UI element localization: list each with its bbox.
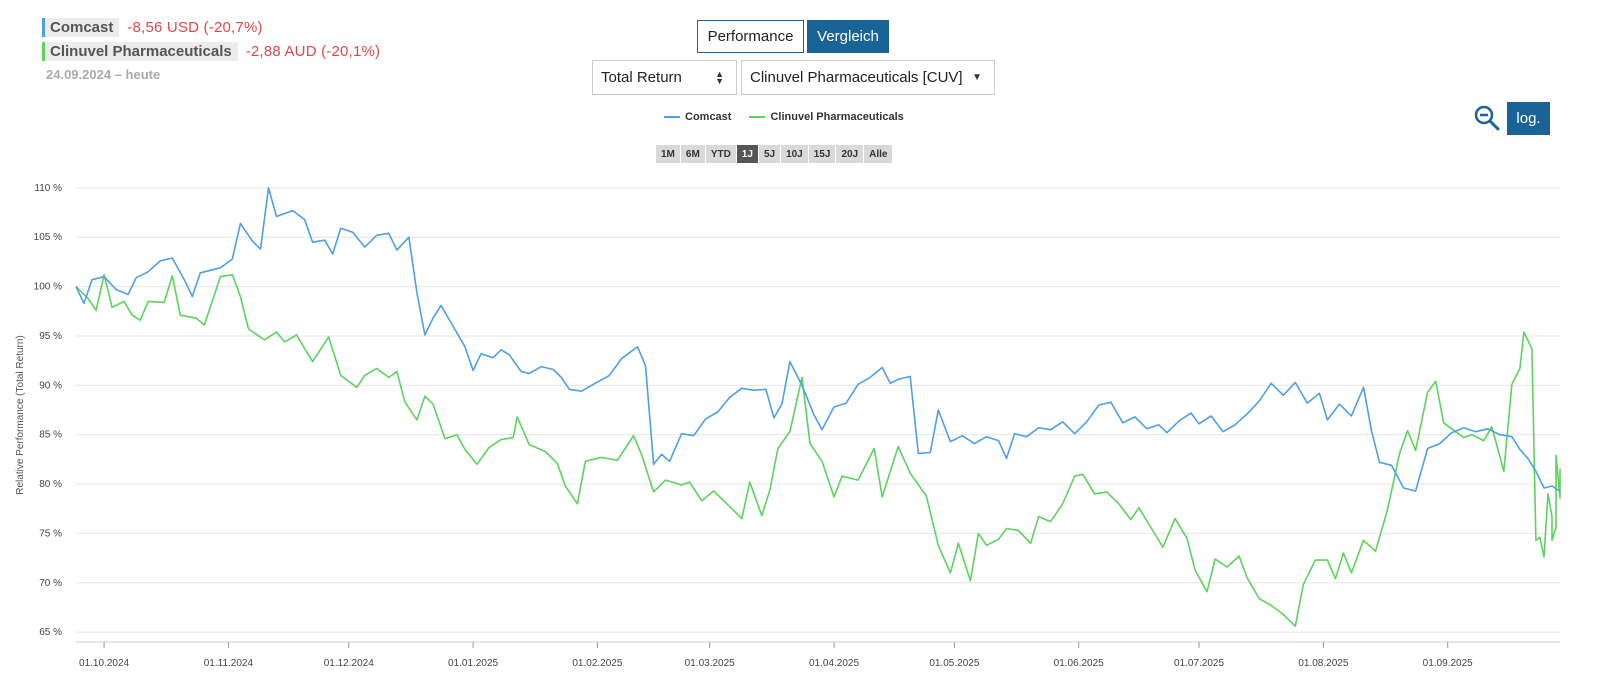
summary-name-comcast: Comcast: [42, 18, 120, 37]
x-tick-label: 01.12.2024: [324, 658, 374, 669]
summary-row-clinuvel: Clinuvel Pharmaceuticals -2,88 AUD (-20,…: [42, 40, 380, 63]
x-tick-label: 01.04.2025: [809, 658, 859, 669]
y-tick-label: 100 %: [34, 282, 62, 293]
period-label: 24.09.2024 – heute: [46, 67, 161, 82]
return-type-value: Total Return: [601, 69, 682, 86]
range-button-1j[interactable]: 1J: [736, 145, 758, 163]
y-tick-label: 65 %: [39, 627, 62, 638]
y-tick-label: 110 %: [34, 183, 62, 194]
x-tick-label: 01.07.2025: [1174, 658, 1224, 669]
range-button-10j[interactable]: 10J: [781, 145, 808, 163]
y-tick-label: 85 %: [39, 430, 62, 441]
updown-caret-icon: ▲ ▼: [715, 68, 724, 86]
y-tick-label: 90 %: [39, 380, 62, 391]
y-tick-label: 75 %: [39, 528, 62, 539]
vergleich-button[interactable]: Vergleich: [807, 20, 889, 53]
return-type-select[interactable]: Total Return ▲ ▼: [592, 60, 737, 95]
series-line-clinuvel: [75, 273, 1561, 627]
y-tick-label: 95 %: [39, 331, 62, 342]
x-tick-label: 01.11.2024: [204, 658, 254, 669]
legend-label-clinuvel: Clinuvel Pharmaceuticals: [770, 111, 904, 123]
log-scale-button[interactable]: log.: [1507, 102, 1550, 135]
range-button-20j[interactable]: 20J: [836, 145, 864, 163]
y-tick-label: 70 %: [39, 578, 62, 589]
compare-value: Clinuvel Pharmaceuticals [CUV]: [750, 69, 963, 86]
compare-select[interactable]: Clinuvel Pharmaceuticals [CUV] ▼: [741, 60, 995, 95]
series-line-comcast: [75, 187, 1561, 492]
summary-change-clinuvel: -2,88 AUD (-20,1%): [245, 43, 381, 60]
summary-name-clinuvel: Clinuvel Pharmaceuticals: [42, 42, 238, 61]
x-tick-label: 01.02.2025: [572, 658, 622, 669]
x-tick-label: 01.03.2025: [685, 658, 735, 669]
range-button-ytd[interactable]: YTD: [705, 145, 736, 163]
y-axis-title: Relative Performance (Total Return): [15, 335, 26, 495]
view-toggle: Performance Vergleich: [697, 20, 889, 53]
x-tick-label: 01.10.2024: [79, 658, 129, 669]
series-legend: Comcast Clinuvel Pharmaceuticals: [664, 111, 904, 123]
range-button-5j[interactable]: 5J: [758, 145, 781, 163]
x-tick-label: 01.05.2025: [929, 658, 979, 669]
x-tick-label: 01.09.2025: [1423, 658, 1473, 669]
x-tick-label: 01.06.2025: [1054, 658, 1104, 669]
y-tick-label: 80 %: [39, 479, 62, 490]
time-range-selector: 1M 6M YTD 1J 5J 10J 15J 20J Alle: [656, 145, 893, 163]
performance-summary: Comcast -8,56 USD (-20,7%) Clinuvel Phar…: [42, 16, 380, 82]
range-button-15j[interactable]: 15J: [808, 145, 836, 163]
range-button-alle[interactable]: Alle: [864, 145, 893, 163]
legend-swatch-comcast: [664, 116, 680, 118]
range-button-6m[interactable]: 6M: [680, 145, 705, 163]
y-tick-label: 105 %: [34, 232, 62, 243]
legend-item-clinuvel[interactable]: Clinuvel Pharmaceuticals: [749, 111, 904, 123]
performance-button[interactable]: Performance: [697, 20, 804, 53]
summary-row-comcast: Comcast -8,56 USD (-20,7%): [42, 16, 380, 39]
line-chart: 110 % 105 % 100 % 95 % 90 % 85 % 80 % 75 % 70 % 6…: [15, 183, 1561, 669]
range-button-1m[interactable]: 1M: [656, 145, 680, 163]
x-tick-label: 01.08.2025: [1298, 658, 1348, 669]
dropdown-caret-icon: ▼: [972, 72, 982, 83]
x-tick-label: 01.01.2025: [448, 658, 498, 669]
legend-swatch-clinuvel: [749, 116, 766, 118]
legend-label-comcast: Comcast: [685, 111, 732, 123]
zoom-out-icon[interactable]: [1473, 104, 1501, 132]
summary-change-comcast: -8,56 USD (-20,7%): [127, 19, 263, 36]
legend-item-comcast[interactable]: Comcast: [664, 111, 731, 123]
